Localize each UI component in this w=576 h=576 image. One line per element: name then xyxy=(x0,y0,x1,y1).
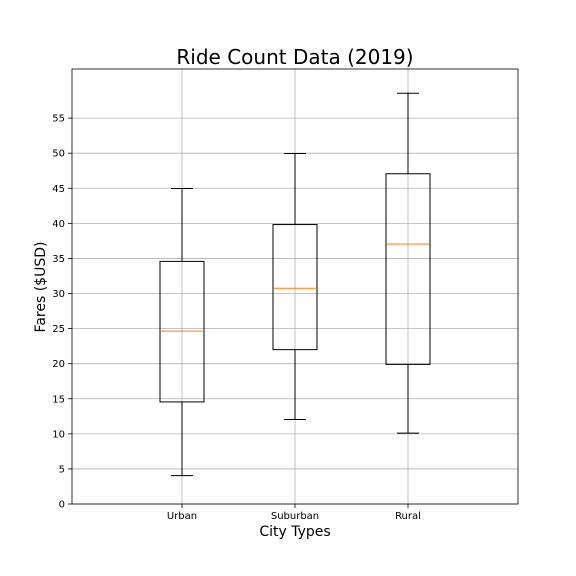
y-tick-label: 55 xyxy=(52,114,65,125)
grid-lines xyxy=(72,69,518,505)
y-tick-label: 45 xyxy=(52,184,65,195)
y-axis: 0 5 10 15 20 25 30 35 40 45 50 55 xyxy=(52,114,72,511)
chart-title: Ride Count Data (2019) xyxy=(176,45,413,69)
box-rural xyxy=(385,92,431,434)
y-tick-label: 25 xyxy=(52,324,65,335)
x-tick-label-suburban: Suburban xyxy=(271,511,319,522)
y-tick-label: 5 xyxy=(59,464,65,475)
y-tick-label: 40 xyxy=(52,219,65,230)
box-series xyxy=(159,92,431,477)
y-axis-label: Fares ($USD) xyxy=(33,242,49,333)
x-tick-label-urban: Urban xyxy=(167,511,197,522)
box-suburban xyxy=(272,152,318,420)
iqr-box-urban xyxy=(159,260,205,403)
box-urban xyxy=(159,187,205,477)
y-tick-label: 0 xyxy=(59,500,65,511)
x-tick-label-rural: Rural xyxy=(395,511,421,522)
x-axis-label: City Types xyxy=(259,524,330,540)
y-tick-label: 20 xyxy=(52,359,65,370)
iqr-box-rural xyxy=(385,173,431,365)
y-tick-label: 35 xyxy=(52,254,65,265)
iqr-box-suburban xyxy=(272,224,318,351)
y-tick-label: 15 xyxy=(52,394,65,405)
y-tick-label: 10 xyxy=(52,429,65,440)
x-axis: Urban Suburban Rural xyxy=(167,504,421,522)
y-tick-label: 30 xyxy=(52,289,65,300)
y-tick-label: 50 xyxy=(52,149,65,160)
